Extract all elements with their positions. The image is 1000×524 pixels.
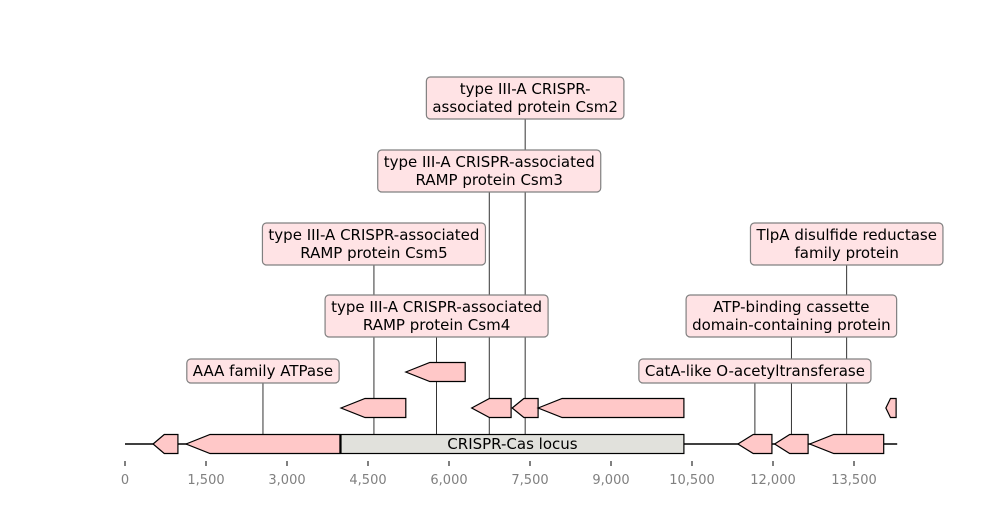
- axis-group: 0 1,500 3,000 4,500 6,000 7,500 9,000 10,500 12,…: [121, 461, 877, 488]
- axis-tick-label: 6,000: [430, 473, 467, 488]
- gene-arrow: [152, 433, 179, 455]
- axis-tick-label: 0: [121, 473, 129, 488]
- annotation-text: type III-A CRISPR-associated protein Csm…: [432, 80, 618, 116]
- annotation-text-line: type III-A CRISPR-associated: [331, 298, 542, 316]
- annotation-text-line: domain-containing protein: [692, 316, 891, 334]
- annotation-text-line: type III-A CRISPR-: [460, 80, 591, 98]
- annotation-text-line: RAMP protein Csm4: [363, 316, 510, 334]
- annotation-text-line: AAA family ATPase: [193, 362, 333, 380]
- annotation-box: [749, 222, 944, 266]
- annotation-text-line: CatA-like O-acetyltransferase: [645, 362, 865, 380]
- annotation-box: [377, 149, 602, 193]
- annotation-labels: AAA family ATPase type III-A CRISPR-assoc…: [186, 76, 944, 384]
- annotation-text: type III-A CRISPR-associated RAMP protein…: [331, 298, 542, 334]
- gene-arrow: [339, 397, 407, 419]
- axis-tick-label: 10,500: [669, 473, 715, 488]
- annotation-box: [685, 294, 898, 338]
- annotation-box: [186, 358, 340, 384]
- gene-arrow: [885, 397, 897, 419]
- annotation-box: [638, 358, 872, 384]
- annotation-box: [324, 294, 549, 338]
- axis-tick-label: 1,500: [187, 473, 224, 488]
- axis-tick-label: 9,000: [592, 473, 629, 488]
- annotation-text-line: type III-A CRISPR-associated: [268, 226, 479, 244]
- annotation-text-line: TlpA disulfide reductase: [755, 226, 936, 244]
- annotation-text: type III-A CRISPR-associated RAMP protein…: [268, 226, 479, 262]
- gene-arrow: [184, 433, 341, 455]
- gene-arrow: [808, 433, 885, 455]
- annotation-text: CatA-like O-acetyltransferase: [645, 362, 865, 380]
- annotation-text-line: RAMP protein Csm3: [416, 171, 563, 189]
- crispr-cas-locus-box: [340, 433, 685, 455]
- axis-tick-label: 12,000: [750, 473, 796, 488]
- annotation-text-line: family protein: [795, 244, 899, 262]
- annotation-text: ATP-binding cassette domain-containing pr…: [692, 298, 891, 334]
- annotation-box: [425, 76, 625, 120]
- gene-arrow: [773, 433, 809, 455]
- annotation-text-line: ATP-binding cassette: [713, 298, 869, 316]
- gene-arrow: [736, 433, 773, 455]
- annotation-text-line: type III-A CRISPR-associated: [384, 153, 595, 171]
- axis-tick-label: 4,500: [349, 473, 386, 488]
- axis-tick-label: 3,000: [268, 473, 305, 488]
- annotation-text: TlpA disulfide reductase family protein: [755, 226, 936, 262]
- gene-arrow: [470, 397, 512, 419]
- gene-arrow: [511, 397, 539, 419]
- gene-arrow: [404, 361, 466, 383]
- annotation-text-line: associated protein Csm2: [432, 98, 618, 116]
- annotation-text: AAA family ATPase: [193, 362, 333, 380]
- gene-arrows: CRISPR-Cas locus: [152, 361, 897, 455]
- axis-tick-label: 7,500: [511, 473, 548, 488]
- annotation-box: [261, 222, 487, 266]
- axis-tick-label: 13,500: [831, 473, 877, 488]
- annotation-text: type III-A CRISPR-associated RAMP protein…: [384, 153, 595, 189]
- gene-arrow: [536, 397, 685, 419]
- annotation-text-line: RAMP protein Csm5: [300, 244, 447, 262]
- crispr-cas-locus-label: CRISPR-Cas locus: [447, 435, 577, 453]
